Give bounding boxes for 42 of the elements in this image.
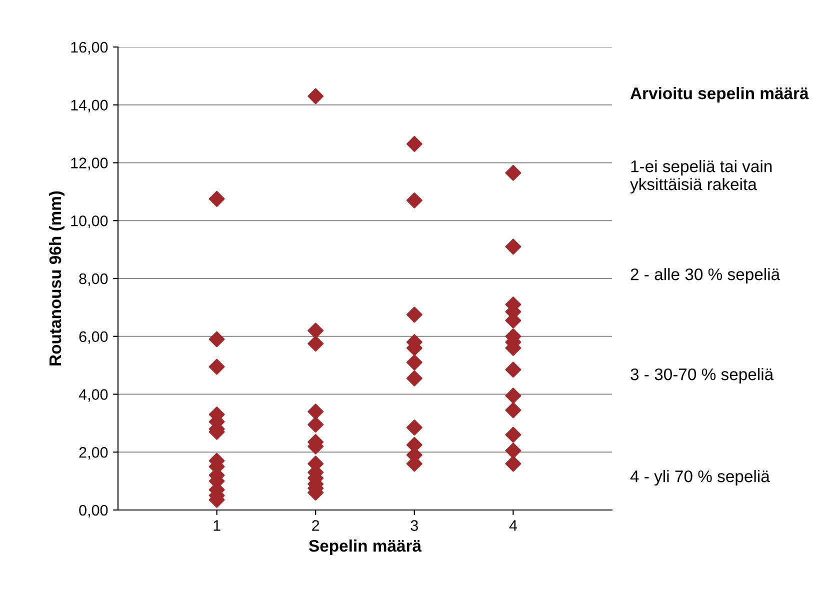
point [406,370,422,386]
point [505,442,522,459]
y-tick-label: 0,00 [79,504,108,518]
y-tick-label: 10,00 [71,215,108,228]
point [308,404,324,420]
point [505,362,522,378]
point [308,336,324,352]
point [505,402,522,418]
point [505,238,522,255]
text: 4 - yli 70 % sepeliä [630,470,770,486]
y-axis-title: Routanousu 96h (mm) [48,191,64,366]
y-tick-label: 4,00 [78,389,108,402]
x-tick-label: 3 [410,520,418,531]
text: 3 - 30-70 % sepeliä [630,368,774,384]
point [208,190,225,207]
text: 2 - alle 30 % sepeliä [630,268,780,284]
y-tick-label: 8,00 [79,273,108,286]
y-tick-label: 12,00 [71,158,108,170]
y-tick-label: 2,00 [79,446,108,460]
text: Arvioitu sepelin määrä [630,87,809,103]
y-tick-label: 6,00 [79,331,108,344]
point [406,420,422,436]
y-tick-label: 16,00 [71,42,108,54]
point [406,354,422,370]
point [406,306,422,323]
x-tick-label: 4 [509,520,517,531]
point [505,426,522,443]
y-tick-label: 14,00 [71,100,108,112]
x-axis-title: Sepelin määrä [308,540,422,556]
point [505,388,522,404]
point [505,456,522,472]
point [308,88,324,104]
point [308,416,324,433]
x-tick-label: 1 [214,520,220,531]
point [308,322,324,339]
point [406,192,422,208]
x-tick-label: 2 [312,520,320,531]
point [208,331,225,348]
point [208,358,225,375]
point [406,136,422,152]
point [505,164,522,181]
text: 1-ei sepeliä tai vain yksittäisiä rakeita [630,160,772,194]
